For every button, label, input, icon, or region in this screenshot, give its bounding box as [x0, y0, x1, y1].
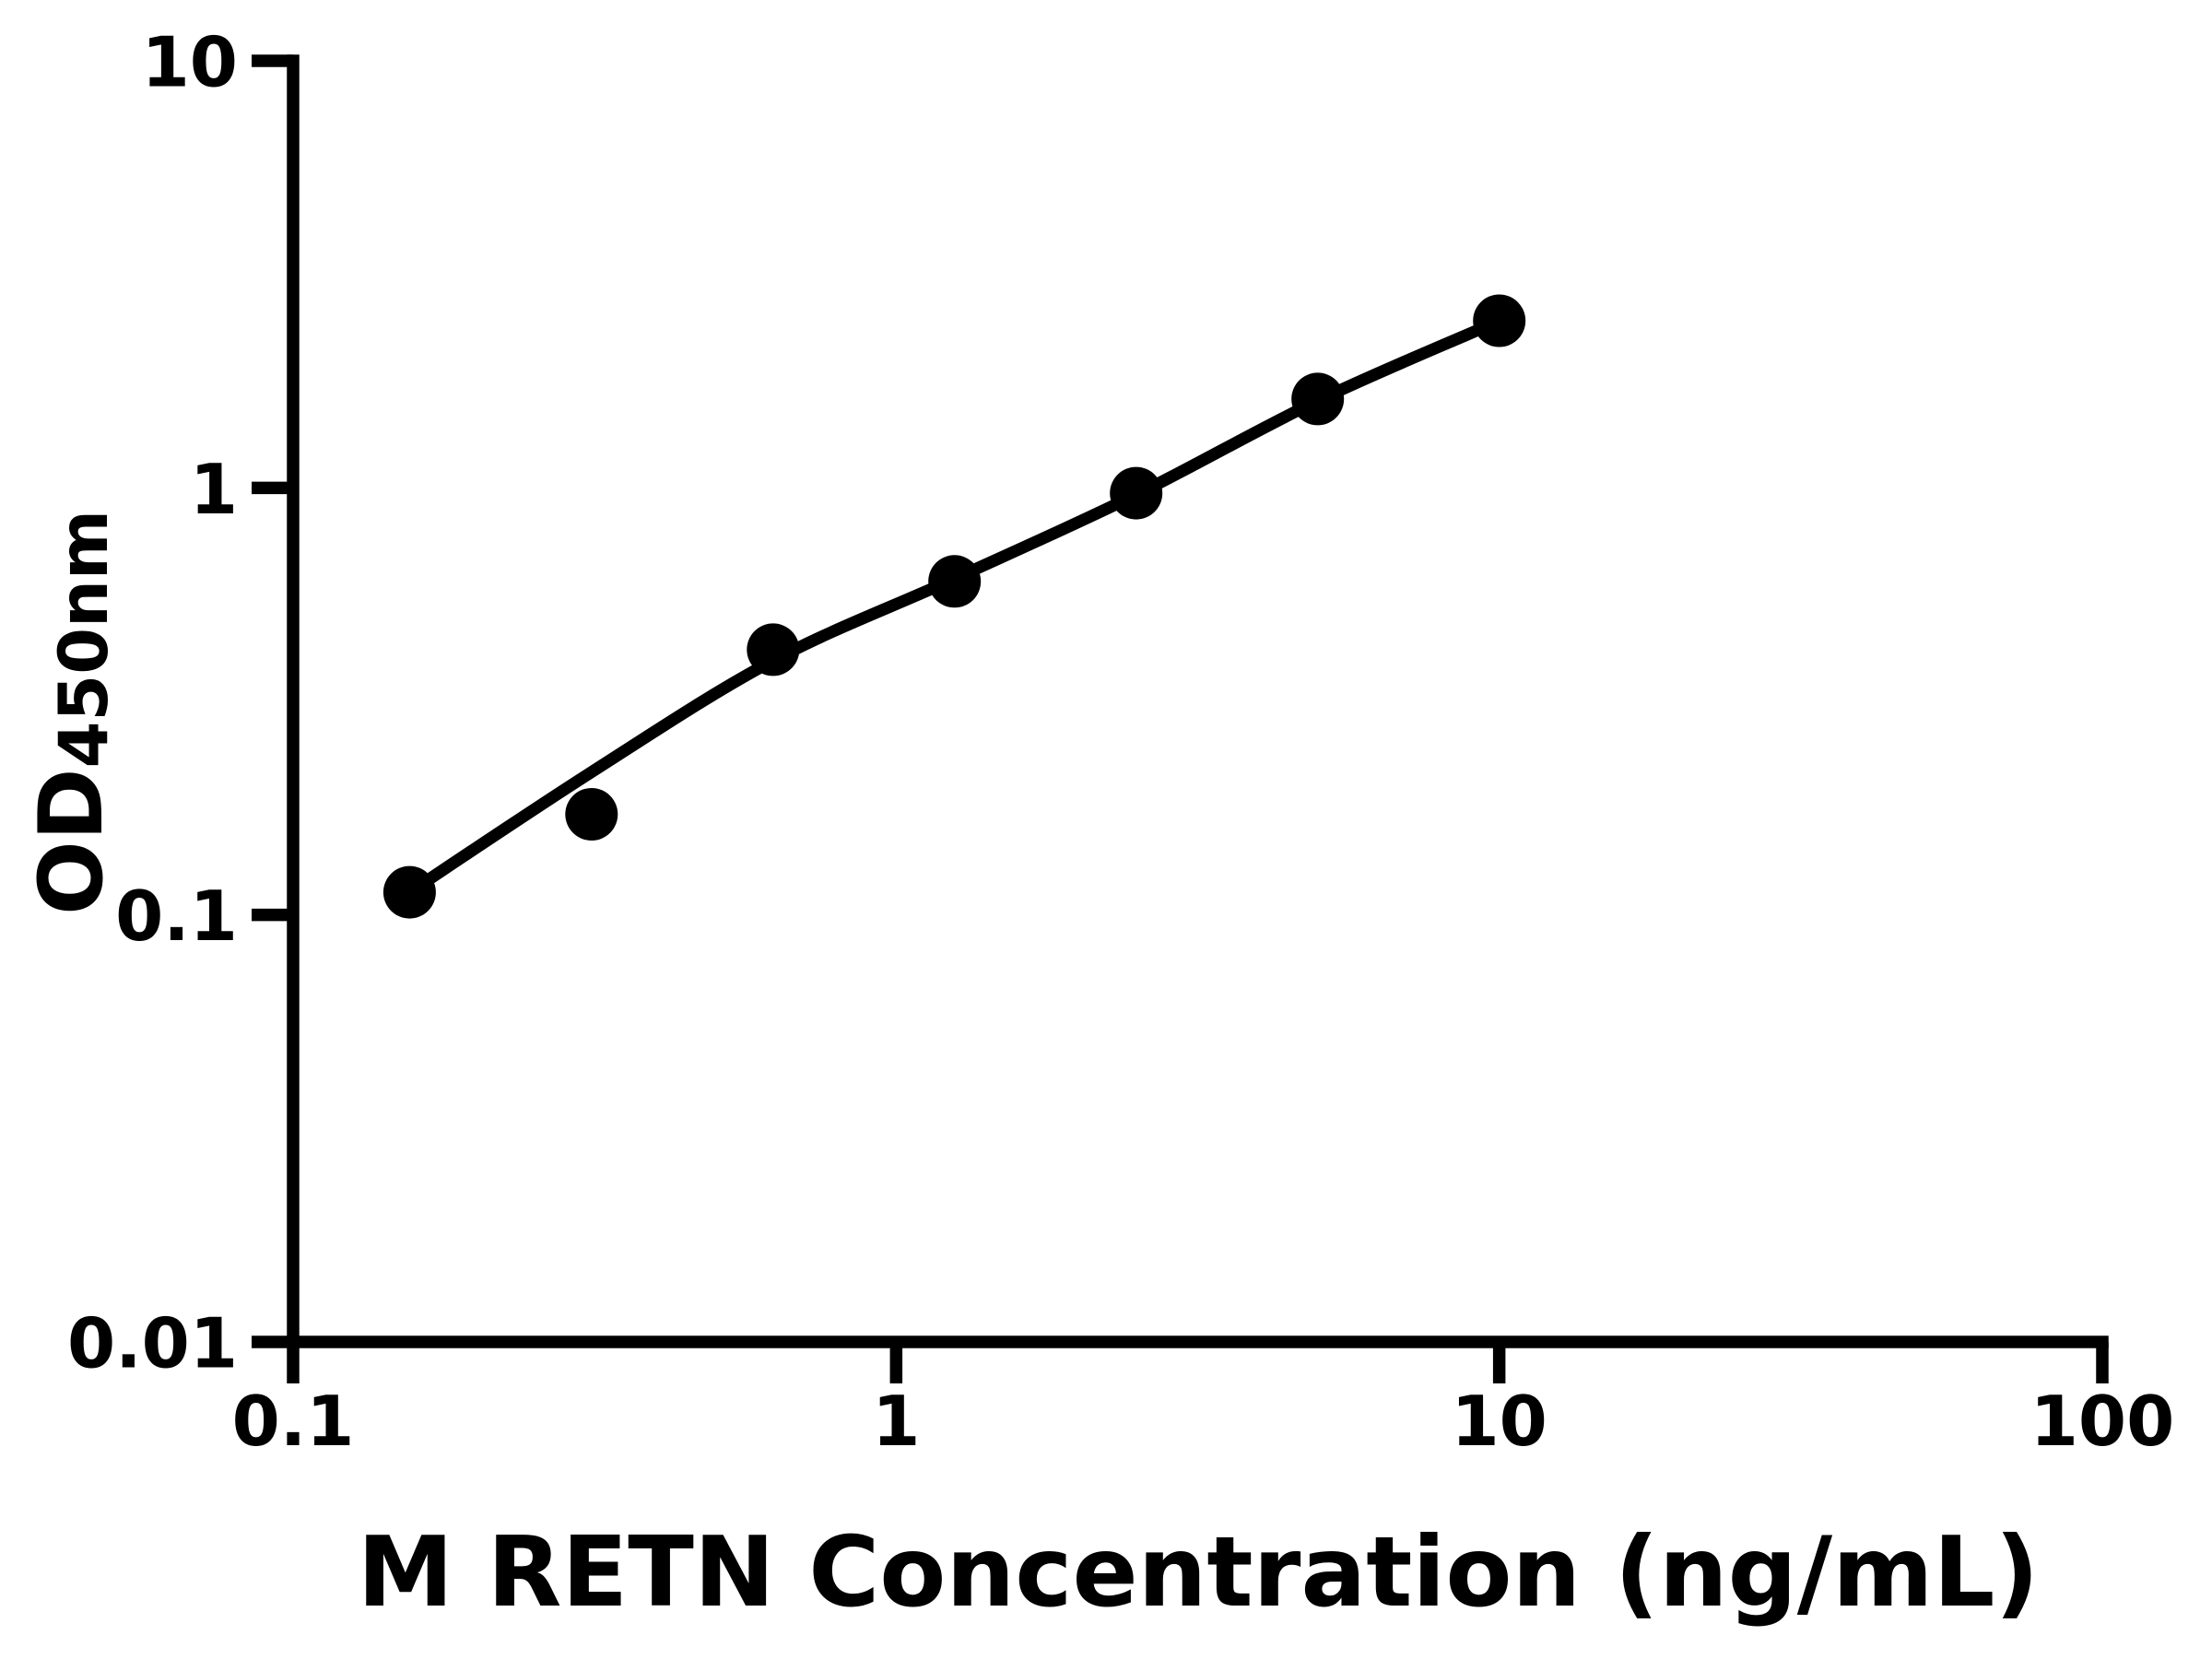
data-point-marker — [1110, 466, 1163, 520]
axes — [252, 54, 2109, 1383]
x-tick-label: 1 — [872, 1381, 920, 1462]
y-tick-label: 1 — [190, 449, 238, 530]
data-point-marker — [1291, 372, 1345, 426]
y-tick-label: 0.01 — [67, 1303, 238, 1384]
y-axis-title-sub: 450nm — [45, 510, 124, 768]
data-point-marker — [747, 623, 800, 677]
data-point-marker — [565, 788, 618, 841]
y-axis-title: OD450nm — [21, 510, 124, 915]
x-tick-label: 100 — [2030, 1381, 2175, 1462]
y-tick-label: 0.1 — [115, 876, 238, 957]
data-point-marker — [382, 865, 436, 919]
x-axis-title: M RETN Concentration (ng/mL) — [358, 1516, 2040, 1629]
x-tick-label: 10 — [1451, 1381, 1547, 1462]
y-tick-label: 10 — [142, 22, 238, 103]
y-axis-title-main: OD — [21, 768, 123, 915]
data-point-marker — [928, 555, 982, 608]
data-point-marker — [1473, 294, 1526, 347]
x-tick-label: 0.1 — [232, 1381, 355, 1462]
data-series — [382, 294, 1526, 919]
